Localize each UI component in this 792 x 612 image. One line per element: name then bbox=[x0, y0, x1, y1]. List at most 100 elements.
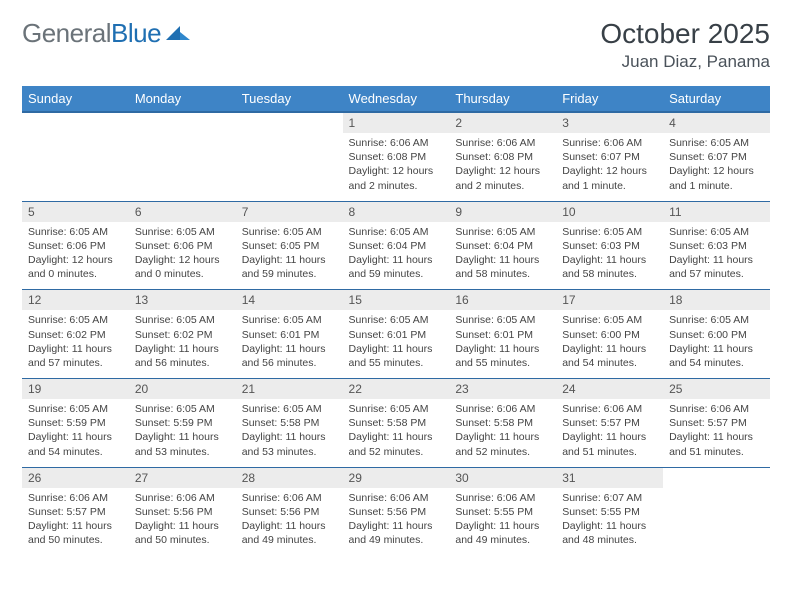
header: GeneralBlue October 2025 Juan Diaz, Pana… bbox=[22, 18, 770, 72]
title-block: October 2025 Juan Diaz, Panama bbox=[600, 18, 770, 72]
day-number: 28 bbox=[236, 468, 343, 488]
day-dl: Daylight: 12 hours and 0 minutes. bbox=[135, 253, 230, 281]
day-number: 22 bbox=[343, 379, 450, 399]
day-details: Sunrise: 6:07 AMSunset: 5:55 PMDaylight:… bbox=[556, 488, 663, 556]
day-ss: Sunset: 6:03 PM bbox=[562, 239, 657, 253]
calendar-day-cell: 17Sunrise: 6:05 AMSunset: 6:00 PMDayligh… bbox=[556, 290, 663, 379]
day-sr: Sunrise: 6:06 AM bbox=[349, 491, 444, 505]
day-ss: Sunset: 5:57 PM bbox=[669, 416, 764, 430]
day-ss: Sunset: 5:55 PM bbox=[455, 505, 550, 519]
day-number: 27 bbox=[129, 468, 236, 488]
day-ss: Sunset: 6:05 PM bbox=[242, 239, 337, 253]
calendar-day-cell: 13Sunrise: 6:05 AMSunset: 6:02 PMDayligh… bbox=[129, 290, 236, 379]
day-details: Sunrise: 6:05 AMSunset: 5:59 PMDaylight:… bbox=[129, 399, 236, 467]
day-details: Sunrise: 6:05 AMSunset: 5:58 PMDaylight:… bbox=[236, 399, 343, 467]
day-number: 8 bbox=[343, 202, 450, 222]
calendar-day-cell: 15Sunrise: 6:05 AMSunset: 6:01 PMDayligh… bbox=[343, 290, 450, 379]
day-number: 2 bbox=[449, 113, 556, 133]
logo: GeneralBlue bbox=[22, 18, 192, 49]
calendar-day-cell bbox=[663, 467, 770, 555]
day-details: Sunrise: 6:05 AMSunset: 6:01 PMDaylight:… bbox=[236, 310, 343, 378]
day-dl: Daylight: 11 hours and 52 minutes. bbox=[349, 430, 444, 458]
day-dl: Daylight: 11 hours and 56 minutes. bbox=[242, 342, 337, 370]
day-ss: Sunset: 5:58 PM bbox=[242, 416, 337, 430]
weekday-header: Tuesday bbox=[236, 86, 343, 112]
day-ss: Sunset: 6:04 PM bbox=[349, 239, 444, 253]
day-details: Sunrise: 6:06 AMSunset: 6:07 PMDaylight:… bbox=[556, 133, 663, 201]
day-details: Sunrise: 6:05 AMSunset: 6:01 PMDaylight:… bbox=[449, 310, 556, 378]
day-details: Sunrise: 6:05 AMSunset: 6:01 PMDaylight:… bbox=[343, 310, 450, 378]
day-dl: Daylight: 12 hours and 0 minutes. bbox=[28, 253, 123, 281]
day-dl: Daylight: 12 hours and 2 minutes. bbox=[349, 164, 444, 192]
day-ss: Sunset: 5:56 PM bbox=[242, 505, 337, 519]
day-details: Sunrise: 6:05 AMSunset: 6:00 PMDaylight:… bbox=[556, 310, 663, 378]
calendar-week-row: 5Sunrise: 6:05 AMSunset: 6:06 PMDaylight… bbox=[22, 201, 770, 290]
day-ss: Sunset: 5:58 PM bbox=[455, 416, 550, 430]
day-ss: Sunset: 6:08 PM bbox=[349, 150, 444, 164]
calendar-day-cell: 6Sunrise: 6:05 AMSunset: 6:06 PMDaylight… bbox=[129, 201, 236, 290]
day-sr: Sunrise: 6:05 AM bbox=[455, 313, 550, 327]
day-details: Sunrise: 6:05 AMSunset: 6:04 PMDaylight:… bbox=[343, 222, 450, 290]
day-number: 14 bbox=[236, 290, 343, 310]
calendar-day-cell bbox=[129, 112, 236, 201]
day-details: Sunrise: 6:06 AMSunset: 5:56 PMDaylight:… bbox=[129, 488, 236, 556]
day-number: 5 bbox=[22, 202, 129, 222]
day-dl: Daylight: 12 hours and 1 minute. bbox=[562, 164, 657, 192]
location: Juan Diaz, Panama bbox=[600, 52, 770, 72]
calendar-day-cell: 21Sunrise: 6:05 AMSunset: 5:58 PMDayligh… bbox=[236, 379, 343, 468]
calendar-day-cell: 22Sunrise: 6:05 AMSunset: 5:58 PMDayligh… bbox=[343, 379, 450, 468]
day-details: Sunrise: 6:05 AMSunset: 6:00 PMDaylight:… bbox=[663, 310, 770, 378]
calendar-day-cell: 11Sunrise: 6:05 AMSunset: 6:03 PMDayligh… bbox=[663, 201, 770, 290]
day-ss: Sunset: 5:58 PM bbox=[349, 416, 444, 430]
day-dl: Daylight: 11 hours and 57 minutes. bbox=[28, 342, 123, 370]
day-sr: Sunrise: 6:05 AM bbox=[135, 313, 230, 327]
day-sr: Sunrise: 6:06 AM bbox=[562, 402, 657, 416]
day-ss: Sunset: 6:00 PM bbox=[669, 328, 764, 342]
day-sr: Sunrise: 6:05 AM bbox=[28, 225, 123, 239]
day-dl: Daylight: 11 hours and 54 minutes. bbox=[669, 342, 764, 370]
day-sr: Sunrise: 6:05 AM bbox=[28, 402, 123, 416]
calendar-day-cell: 3Sunrise: 6:06 AMSunset: 6:07 PMDaylight… bbox=[556, 112, 663, 201]
day-dl: Daylight: 11 hours and 56 minutes. bbox=[135, 342, 230, 370]
day-ss: Sunset: 6:01 PM bbox=[455, 328, 550, 342]
weekday-header: Saturday bbox=[663, 86, 770, 112]
day-sr: Sunrise: 6:05 AM bbox=[242, 402, 337, 416]
day-sr: Sunrise: 6:06 AM bbox=[455, 136, 550, 150]
day-number: 23 bbox=[449, 379, 556, 399]
day-sr: Sunrise: 6:05 AM bbox=[669, 225, 764, 239]
calendar-table: Sunday Monday Tuesday Wednesday Thursday… bbox=[22, 86, 770, 555]
day-number: 11 bbox=[663, 202, 770, 222]
calendar-day-cell: 2Sunrise: 6:06 AMSunset: 6:08 PMDaylight… bbox=[449, 112, 556, 201]
day-ss: Sunset: 5:57 PM bbox=[562, 416, 657, 430]
day-ss: Sunset: 6:04 PM bbox=[455, 239, 550, 253]
day-ss: Sunset: 5:57 PM bbox=[28, 505, 123, 519]
calendar-week-row: 1Sunrise: 6:06 AMSunset: 6:08 PMDaylight… bbox=[22, 112, 770, 201]
calendar-day-cell: 8Sunrise: 6:05 AMSunset: 6:04 PMDaylight… bbox=[343, 201, 450, 290]
day-dl: Daylight: 11 hours and 51 minutes. bbox=[669, 430, 764, 458]
day-dl: Daylight: 11 hours and 51 minutes. bbox=[562, 430, 657, 458]
day-number: 21 bbox=[236, 379, 343, 399]
day-dl: Daylight: 11 hours and 54 minutes. bbox=[28, 430, 123, 458]
day-ss: Sunset: 5:56 PM bbox=[135, 505, 230, 519]
day-ss: Sunset: 6:06 PM bbox=[28, 239, 123, 253]
calendar-day-cell: 25Sunrise: 6:06 AMSunset: 5:57 PMDayligh… bbox=[663, 379, 770, 468]
day-number: 9 bbox=[449, 202, 556, 222]
day-ss: Sunset: 6:00 PM bbox=[562, 328, 657, 342]
day-number: 17 bbox=[556, 290, 663, 310]
day-sr: Sunrise: 6:07 AM bbox=[562, 491, 657, 505]
day-dl: Daylight: 11 hours and 54 minutes. bbox=[562, 342, 657, 370]
day-number: 4 bbox=[663, 113, 770, 133]
calendar-week-row: 12Sunrise: 6:05 AMSunset: 6:02 PMDayligh… bbox=[22, 290, 770, 379]
day-ss: Sunset: 6:01 PM bbox=[349, 328, 444, 342]
calendar-day-cell: 24Sunrise: 6:06 AMSunset: 5:57 PMDayligh… bbox=[556, 379, 663, 468]
day-dl: Daylight: 12 hours and 2 minutes. bbox=[455, 164, 550, 192]
day-sr: Sunrise: 6:06 AM bbox=[669, 402, 764, 416]
day-ss: Sunset: 5:56 PM bbox=[349, 505, 444, 519]
day-number: 6 bbox=[129, 202, 236, 222]
calendar-day-cell: 10Sunrise: 6:05 AMSunset: 6:03 PMDayligh… bbox=[556, 201, 663, 290]
calendar-day-cell: 1Sunrise: 6:06 AMSunset: 6:08 PMDaylight… bbox=[343, 112, 450, 201]
day-sr: Sunrise: 6:06 AM bbox=[28, 491, 123, 505]
calendar-day-cell: 31Sunrise: 6:07 AMSunset: 5:55 PMDayligh… bbox=[556, 467, 663, 555]
logo-text-general: General bbox=[22, 18, 111, 48]
day-sr: Sunrise: 6:05 AM bbox=[455, 225, 550, 239]
